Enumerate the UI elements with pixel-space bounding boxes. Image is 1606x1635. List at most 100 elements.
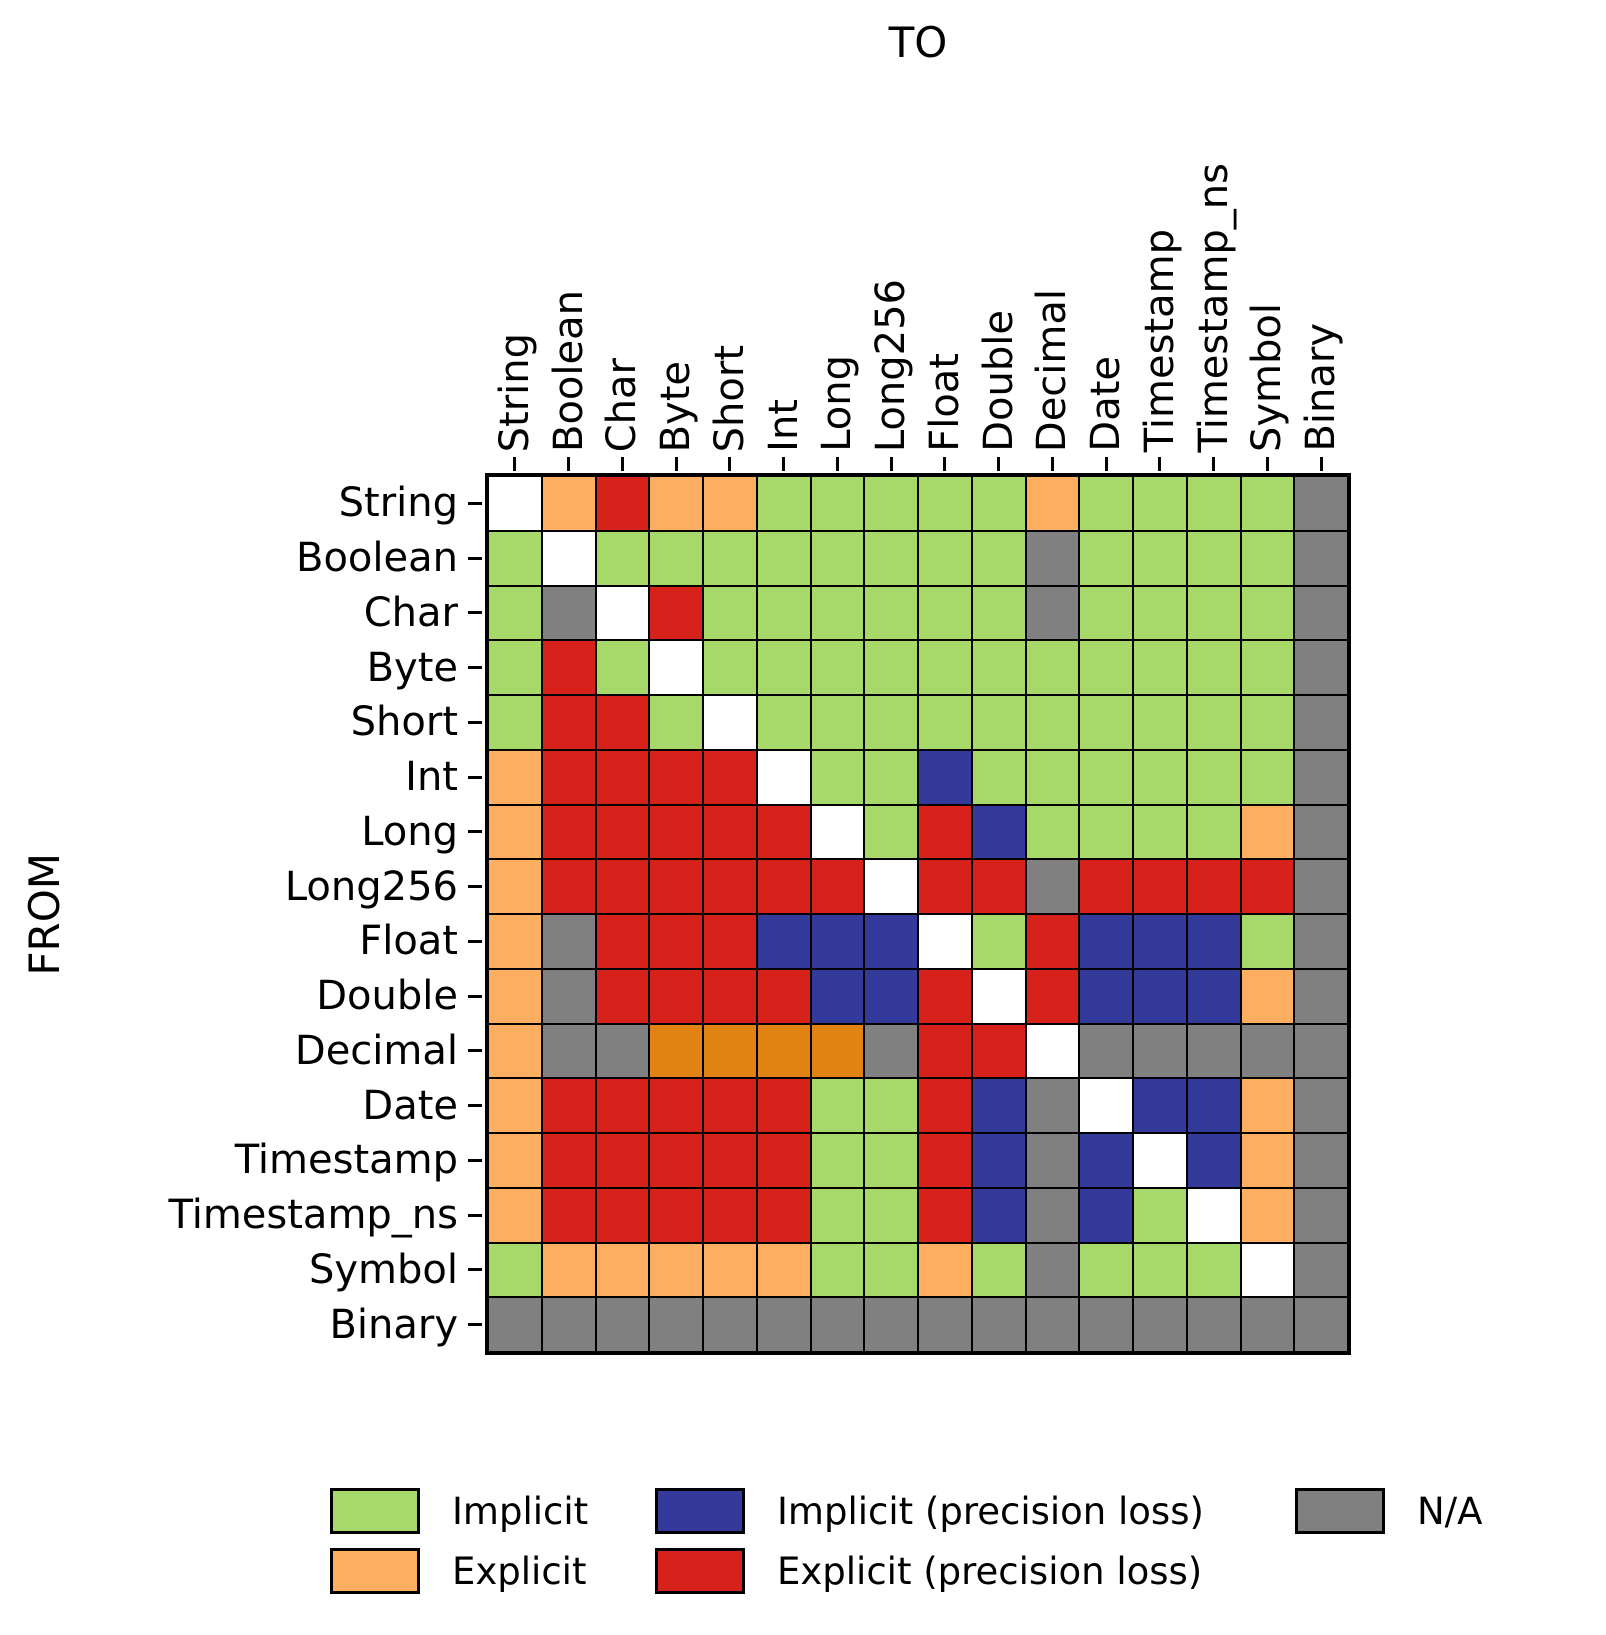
matrix-cell-Symbol-to-Date <box>1079 1242 1133 1298</box>
matrix-cell-Long-to-Short <box>703 804 757 860</box>
matrix-cell-Float-to-Float <box>918 914 972 969</box>
matrix-cell-Long-to-Double <box>971 804 1026 860</box>
matrix-cell-Long256-to-Decimal <box>1025 859 1080 914</box>
matrix-cell-Short-to-Double <box>971 695 1026 750</box>
matrix-cell-Boolean-to-Timestamp_ns <box>1186 530 1241 586</box>
matrix-cell-Date-to-Symbol <box>1240 1078 1295 1133</box>
matrix-cell-String-to-Timestamp_ns <box>1186 476 1241 531</box>
matrix-cell-Long-to-Timestamp_ns <box>1186 804 1241 860</box>
matrix-cell-Decimal-to-Timestamp <box>1133 1023 1187 1079</box>
matrix-cell-Char-to-Int <box>756 585 811 641</box>
matrix-cell-Binary-to-Byte <box>649 1297 703 1352</box>
matrix-cell-Short-to-Timestamp <box>1133 695 1187 750</box>
matrix-cell-Timestamp-to-Timestamp <box>1133 1133 1187 1188</box>
matrix-cell-Char-to-Timestamp_ns <box>1186 585 1241 641</box>
matrix-cell-Boolean-to-Timestamp <box>1133 530 1187 586</box>
matrix-cell-Timestamp_ns-to-Timestamp <box>1133 1187 1187 1243</box>
column-label-Short: Short <box>706 344 753 452</box>
matrix-cell-Decimal-to-String <box>488 1023 542 1079</box>
matrix-cell-Binary-to-Long256 <box>864 1297 918 1352</box>
y-tick <box>468 1268 482 1272</box>
matrix-cell-Timestamp-to-Long256 <box>864 1133 918 1188</box>
matrix-cell-Boolean-to-Date <box>1079 530 1133 586</box>
matrix-cell-Long256-to-Int <box>756 859 811 914</box>
matrix-cell-Double-to-Double <box>971 968 1026 1024</box>
row-label-Symbol: Symbol <box>308 1246 458 1293</box>
matrix-cell-Boolean-to-Float <box>918 530 972 586</box>
matrix-cell-Short-to-Symbol <box>1240 695 1295 750</box>
y-tick <box>468 720 482 724</box>
matrix-cell-Boolean-to-Double <box>971 530 1026 586</box>
matrix-cell-Decimal-to-Short <box>703 1023 757 1079</box>
matrix-cell-String-to-Timestamp <box>1133 476 1187 531</box>
matrix-cell-Long-to-Decimal <box>1025 804 1080 860</box>
legend-swatch-implicit-precision-loss <box>655 1488 745 1534</box>
matrix-cell-Int-to-Symbol <box>1240 749 1295 805</box>
matrix-cell-Double-to-Boolean <box>541 968 596 1024</box>
matrix-cell-Char-to-Symbol <box>1240 585 1295 641</box>
matrix-cell-Timestamp_ns-to-Date <box>1079 1187 1133 1243</box>
column-label-Long: Long <box>814 355 861 452</box>
matrix-cell-Short-to-Timestamp_ns <box>1186 695 1241 750</box>
matrix-cell-String-to-Boolean <box>541 476 596 531</box>
matrix-cell-Symbol-to-Char <box>595 1242 650 1298</box>
row-label-Float: Float <box>359 918 458 965</box>
matrix-cell-Timestamp-to-Long <box>810 1133 865 1188</box>
matrix-cell-Binary-to-String <box>488 1297 542 1352</box>
matrix-cell-Binary-to-Timestamp <box>1133 1297 1187 1352</box>
matrix-cell-Double-to-Float <box>918 968 972 1024</box>
matrix-cell-Decimal-to-Float <box>918 1023 972 1079</box>
matrix-cell-Boolean-to-Decimal <box>1025 530 1080 586</box>
matrix-cell-Binary-to-Symbol <box>1240 1297 1295 1352</box>
matrix-cell-Double-to-Char <box>595 968 650 1024</box>
matrix-cell-Int-to-Short <box>703 749 757 805</box>
matrix-cell-Date-to-Binary <box>1294 1078 1348 1133</box>
legend-item-na: N/A <box>1295 1488 1482 1534</box>
matrix-cell-Short-to-Float <box>918 695 972 750</box>
row-label-Short: Short <box>350 699 458 746</box>
matrix-cell-Byte-to-Binary <box>1294 640 1348 695</box>
matrix-cell-Symbol-to-Int <box>756 1242 811 1298</box>
matrix-cell-Char-to-Byte <box>649 585 703 641</box>
row-label-Byte: Byte <box>366 644 458 691</box>
matrix-cell-Timestamp-to-Symbol <box>1240 1133 1295 1188</box>
column-label-Double: Double <box>975 310 1022 452</box>
matrix-cell-Binary-to-Float <box>918 1297 972 1352</box>
matrix-cell-Decimal-to-Int <box>756 1023 811 1079</box>
matrix-cell-Long256-to-Long <box>810 859 865 914</box>
matrix-cell-Timestamp_ns-to-Symbol <box>1240 1187 1295 1243</box>
matrix-cell-Byte-to-Short <box>703 640 757 695</box>
matrix-cell-Symbol-to-Timestamp_ns <box>1186 1242 1241 1298</box>
matrix-cell-Decimal-to-Binary <box>1294 1023 1348 1079</box>
legend-swatch-explicit <box>330 1548 420 1594</box>
matrix-cell-Long256-to-String <box>488 859 542 914</box>
x-tick <box>1212 457 1216 471</box>
matrix-cell-Long256-to-Timestamp_ns <box>1186 859 1241 914</box>
matrix-cell-String-to-Byte <box>649 476 703 531</box>
matrix-cell-Symbol-to-Short <box>703 1242 757 1298</box>
matrix-cell-Float-to-Timestamp_ns <box>1186 914 1241 969</box>
matrix-cell-Char-to-Long256 <box>864 585 918 641</box>
matrix-cell-String-to-Double <box>971 476 1026 531</box>
y-tick <box>468 1049 482 1053</box>
legend-swatch-explicit-precision-loss <box>655 1548 745 1594</box>
matrix-cell-Long256-to-Short <box>703 859 757 914</box>
matrix-cell-Double-to-Int <box>756 968 811 1024</box>
matrix-cell-Timestamp_ns-to-Long <box>810 1187 865 1243</box>
matrix-cell-Long256-to-Byte <box>649 859 703 914</box>
matrix-cell-Double-to-Long256 <box>864 968 918 1024</box>
matrix-cell-Long256-to-Symbol <box>1240 859 1295 914</box>
row-label-Decimal: Decimal <box>294 1027 458 1074</box>
matrix-cell-Double-to-Byte <box>649 968 703 1024</box>
row-label-Double: Double <box>316 973 458 1020</box>
matrix-cell-Timestamp_ns-to-Long256 <box>864 1187 918 1243</box>
matrix-cell-Long-to-Timestamp <box>1133 804 1187 860</box>
matrix-cell-Decimal-to-Boolean <box>541 1023 596 1079</box>
matrix-cell-Char-to-Date <box>1079 585 1133 641</box>
matrix-cell-Decimal-to-Date <box>1079 1023 1133 1079</box>
matrix-cell-Short-to-Int <box>756 695 811 750</box>
matrix-cell-Date-to-Short <box>703 1078 757 1133</box>
matrix-cell-Byte-to-Timestamp_ns <box>1186 640 1241 695</box>
matrix-cell-Binary-to-Long <box>810 1297 865 1352</box>
matrix-cell-Byte-to-Boolean <box>541 640 596 695</box>
